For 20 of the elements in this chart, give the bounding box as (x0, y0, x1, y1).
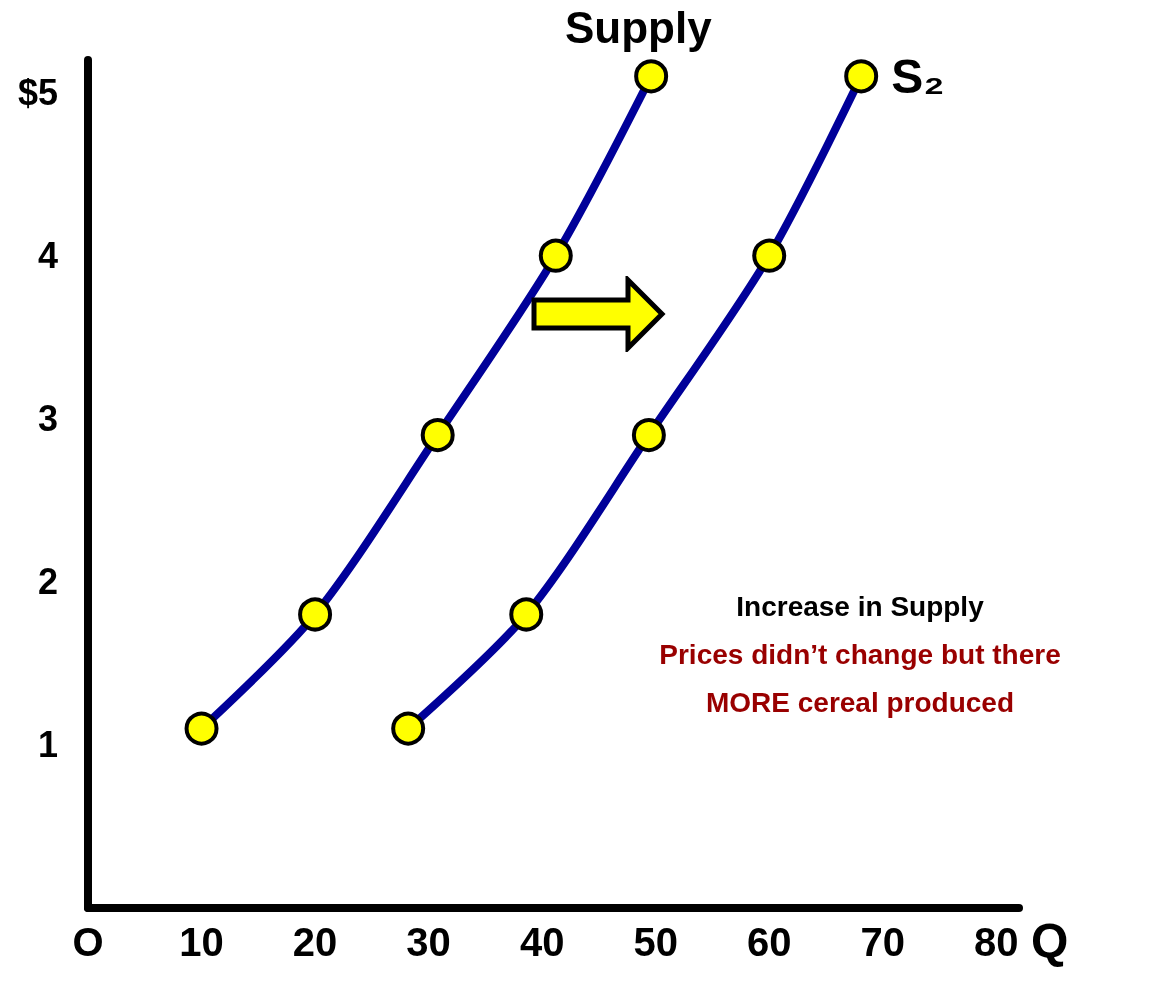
x-tick-label: 60 (746, 920, 792, 964)
chart-title: Supply (565, 2, 713, 52)
x-tick-label: 30 (406, 920, 451, 964)
x-tick-label: 80 (974, 920, 1019, 964)
x-tick-label: 50 (633, 920, 678, 964)
annotation: Increase in Supply (736, 590, 985, 622)
x-tick-label: O (72, 920, 104, 964)
y-tick-label: 1 (37, 724, 58, 766)
x-tick-label: 20 (292, 920, 338, 964)
x-tick-label: 10 (179, 920, 224, 964)
x-tick-label: 70 (860, 920, 906, 964)
y-tick-label: $5 (17, 72, 58, 114)
annotation: MORE cereal produced (705, 686, 1015, 718)
annotation: Prices didn’t change but there (659, 638, 1061, 670)
y-tick-label: 4 (37, 235, 58, 277)
series-label: S₂ (891, 49, 945, 103)
y-tick-label: 2 (37, 561, 58, 603)
x-axis-title: Q (1031, 913, 1069, 967)
y-tick-label: 3 (37, 398, 58, 440)
x-tick-label: 40 (519, 920, 565, 964)
